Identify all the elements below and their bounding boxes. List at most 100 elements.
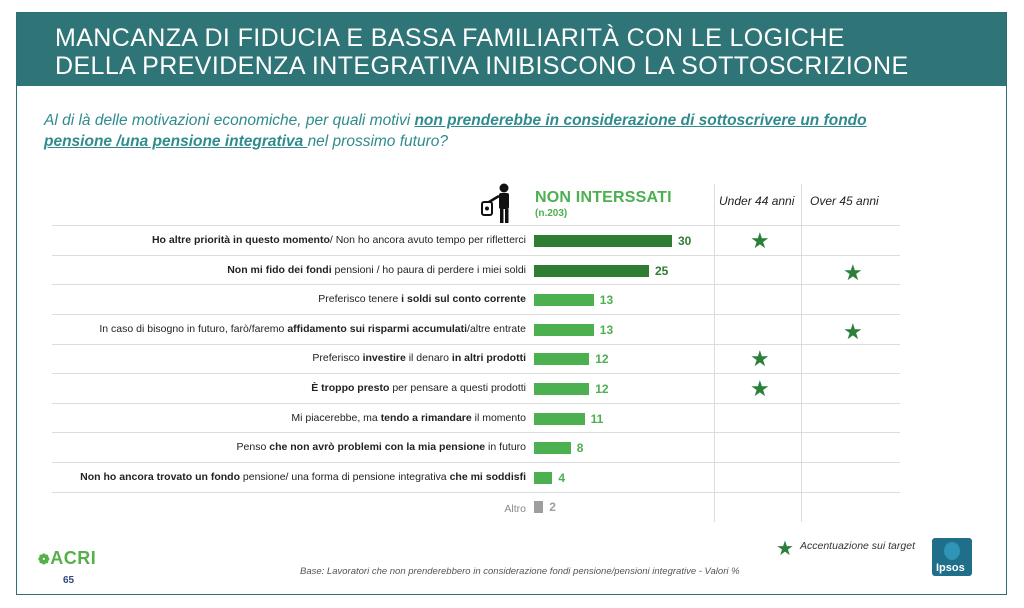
row-label: Non ho ancora trovato un fondo pensione/… [80,471,526,483]
bar-value-label: 13 [599,293,614,308]
row-divider [52,432,900,434]
row-label-part: Mi piacerebbe, ma [291,411,381,424]
bar [534,264,649,277]
bar [534,323,594,336]
person-with-trash-icon [481,183,509,223]
row-label-part: il denaro [405,352,452,365]
bar-value-label: 12 [595,352,609,367]
row-label: In caso di bisogno in futuro, farò/farem… [99,323,526,335]
bar-value-label: 30 [678,234,692,248]
row-label: Non mi fido dei fondi pensioni / ho paur… [227,264,526,276]
row-label-box: Preferisco tenere i soldi sul conto corr… [40,293,526,307]
star-icon: ★ [843,318,863,344]
row-label: Mi piacerebbe, ma tendo a rimandare il m… [291,412,526,424]
row-label-part: per pensare a questi prodotti [389,382,526,394]
row-label-part: investire [362,352,406,365]
star-icon: ★ [750,228,770,253]
bar [534,383,590,395]
row-label: Preferisco investire il denaro in altri … [312,352,526,364]
column-under44: Under 44 anni [719,194,795,208]
question-text: Al di là delle motivazioni economiche, p… [44,110,924,152]
sample-size: (n.203) [535,208,568,219]
row-label-part: i soldi sul conto corrente [401,293,526,306]
row-divider [52,254,900,256]
star-icon: ★ [750,376,770,401]
row-divider [52,343,900,345]
bar-value-label: 2 [549,500,556,515]
bar-value-label: 13 [599,322,614,337]
row-label-part: affidamento sui risparmi accumulati [287,322,468,335]
row-label-part: Preferisco tenere [318,293,402,306]
row-label: È troppo presto per pensare a questi pro… [311,382,526,394]
column-divider-2 [801,184,802,522]
row-label: Ho altre priorità in questo momento/ Non… [152,234,526,246]
row-divider [52,402,900,404]
main-column-header: NON INTERSSATI [535,189,672,206]
bar-value-label: 8 [576,441,584,456]
row-label-part: che mi soddisfi [449,470,526,483]
title-line-2: DELLA PREVIDENZA INTEGRATIVA INIBISCONO … [55,52,909,80]
bar [534,353,590,366]
row-label-part: in altri prodotti [451,352,526,365]
row-label-box: Ho altre priorità in questo momento/ Non… [40,234,526,248]
row-label-part: /altre entrate [467,322,526,335]
bar [534,412,585,425]
bar [534,501,544,514]
row-label-box: Penso che non avrò problemi con la mia p… [40,441,526,455]
row-label-part: Non ho ancora trovato un fondo [80,470,240,483]
row-label-box: Non mi fido dei fondi pensioni / ho paur… [40,264,526,278]
question-emphasis: non prenderebbe in considerazione di sot… [44,112,867,150]
row-label: Altro [504,503,526,515]
legend-star-icon: ★ [776,538,794,560]
base-note: Base: Lavoratori che non prenderebbero i… [300,566,740,577]
ipsos-logo-icon [944,542,960,560]
row-label-part: pensioni / ho paura di perdere i miei so… [331,263,526,276]
row-label-part: il momento [471,411,526,424]
row-label-part: in futuro [485,441,526,454]
row-label-part: Preferisco [312,352,363,365]
bar [534,471,553,484]
row-divider [52,462,900,463]
ipsos-logo: Ipsos [932,538,972,576]
bar-value-label: 12 [595,382,609,396]
bar-value-label: 4 [558,470,566,485]
row-label: Preferisco tenere i soldi sul conto corr… [318,293,526,305]
question-part2: nel prossimo futuro? [307,133,448,150]
question-part1: Al di là delle motivazioni economiche, p… [44,112,415,129]
row-label: Penso che non avrò problemi con la mia p… [237,441,526,453]
row-divider [52,314,900,315]
page-number: 65 [63,575,75,586]
row-label-part: che non avrò problemi con la mia pension… [269,441,486,454]
row-label-box: È troppo presto per pensare a questi pro… [40,382,526,396]
column-divider-1 [714,184,715,522]
row-label-part: tendo a rimandare [380,411,472,424]
row-divider [52,491,900,493]
row-divider [52,225,900,227]
row-label-part: È troppo presto [311,382,390,394]
bar [534,442,571,455]
row-divider [52,373,900,375]
page-title: MANCANZA DI FIDUCIA E BASSA FAMILIARITÀ … [55,24,995,80]
star-icon: ★ [843,259,863,285]
row-label-box: In caso di bisogno in futuro, farò/farem… [40,323,526,337]
row-divider [52,284,900,286]
row-label-box: Altro [40,500,526,515]
legend-label: Accentuazione sui target [800,540,915,552]
star-icon: ★ [750,346,770,372]
acri-logo-text: ACRI [50,548,97,568]
row-label-box: Mi piacerebbe, ma tendo a rimandare il m… [40,412,526,426]
row-label-part: pensione/ una forma di pensione integrat… [240,470,450,483]
bar [534,294,594,307]
row-label-box: Preferisco investire il denaro in altri … [40,352,526,366]
row-label-part: / Non ho ancora avuto tempo per riflette… [329,234,526,246]
slide: MANCANZA DI FIDUCIA E BASSA FAMILIARITÀ … [16,12,1007,595]
row-label-part: In caso di bisogno in futuro, farò/farem… [99,322,288,335]
ipsos-logo-text: Ipsos [936,562,965,574]
header-band: MANCANZA DI FIDUCIA E BASSA FAMILIARITÀ … [17,13,1006,86]
bar-value-label: 25 [655,263,669,278]
column-over45: Over 45 anni [810,194,879,208]
acri-logo: ❁ACRI [38,548,96,569]
bar [534,235,672,247]
row-label-part: Non mi fido dei fondi [227,263,332,276]
row-label-part: Altro [504,503,526,516]
